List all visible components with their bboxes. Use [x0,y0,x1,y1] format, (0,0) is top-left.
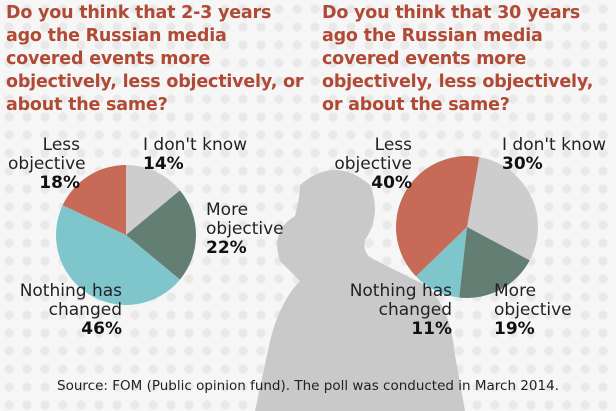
left-label-more: More objective 22% [206,200,284,258]
pie-0-slice-nothing-has-changed [55,205,180,306]
source-note: Source: FOM (Public opinion fund). The p… [57,378,559,394]
pie-1-slice-more-objective [459,227,530,298]
pie-0-slice-i-don-t-know [126,165,180,235]
pie-1-slice-i-don-t-know [467,157,538,261]
pie-1-slice-nothing-has-changed [415,227,467,298]
pie-0-slice-more-objective [126,190,196,280]
pie-1-slice-less-objective [396,155,480,277]
pie-0-slice-less-objective [62,165,126,235]
left-label-less: Less objective 18% [8,135,86,193]
right-chart-title: Do you think that 30 years ago the Russi… [322,3,594,115]
left-label-nothing: Nothing has changed 46% [19,281,122,339]
right-label-less: Less objective 40% [334,135,412,193]
right-label-dont-know: I don't know 30% [502,135,607,174]
right-label-nothing: Nothing has changed 11% [349,281,452,339]
person-silhouette [255,170,465,411]
left-label-dont-know: I don't know 14% [143,135,248,174]
right-label-more: More objective 19% [494,281,572,339]
left-chart-title: Do you think that 2-3 years ago the Russ… [6,3,304,115]
